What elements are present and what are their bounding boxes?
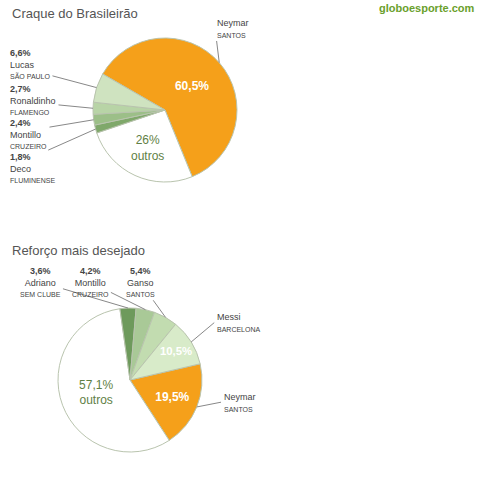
svg-text:2,4%MontilloCRUZEIRO: 2,4%MontilloCRUZEIRO [10, 118, 47, 150]
svg-text:19,5%: 19,5% [155, 390, 189, 404]
svg-text:3,6%AdrianoSEM CLUBE: 3,6%AdrianoSEM CLUBE [20, 266, 61, 298]
svg-text:NeymarSANTOS: NeymarSANTOS [217, 18, 249, 39]
svg-text:1,8%DecoFLUMINENSE: 1,8%DecoFLUMINENSE [10, 152, 55, 184]
svg-text:globoesporte.com: globoesporte.com [379, 2, 475, 14]
svg-text:Craque do Brasileirão: Craque do Brasileirão [12, 6, 138, 21]
svg-text:6,6%LucasSÃO PAULO: 6,6%LucasSÃO PAULO [10, 48, 50, 80]
svg-text:2,7%RonaldinhoFLAMENGO: 2,7%RonaldinhoFLAMENGO [10, 84, 56, 116]
svg-text:5,4%GansoSANTOS: 5,4%GansoSANTOS [126, 266, 155, 298]
svg-text:10,5%: 10,5% [160, 345, 192, 357]
svg-text:60,5%: 60,5% [175, 79, 209, 93]
svg-text:4,2%MontilloCRUZEIRO: 4,2%MontilloCRUZEIRO [72, 266, 109, 298]
svg-text:Reforço mais desejado: Reforço mais desejado [12, 243, 145, 258]
svg-text:26%outros: 26%outros [131, 133, 164, 163]
svg-text:MessiBARCELONA: MessiBARCELONA [217, 312, 261, 333]
svg-text:NeymarSANTOS: NeymarSANTOS [224, 392, 256, 413]
svg-text:57,1%outros: 57,1%outros [79, 378, 113, 408]
